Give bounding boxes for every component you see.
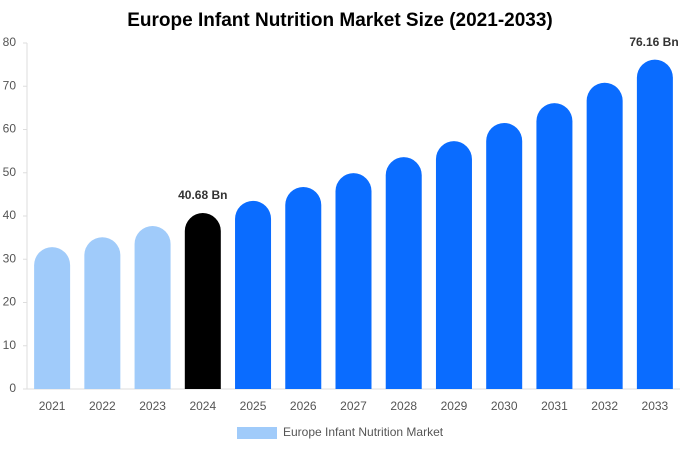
bar xyxy=(34,247,71,389)
bar xyxy=(586,82,623,389)
y-tick-label: 10 xyxy=(3,338,17,352)
bar xyxy=(285,187,322,389)
x-tick-label: 2031 xyxy=(541,399,568,413)
legend-swatch xyxy=(237,427,277,439)
y-tick-label: 20 xyxy=(3,295,17,309)
x-tick-label: 2024 xyxy=(189,399,216,413)
x-tick-label: 2026 xyxy=(290,399,317,413)
bar xyxy=(84,237,121,389)
x-tick-label: 2033 xyxy=(642,399,669,413)
bar xyxy=(134,225,171,389)
bar xyxy=(536,103,573,390)
bar xyxy=(385,157,422,389)
y-tick-label: 60 xyxy=(3,122,17,136)
bar xyxy=(235,200,272,389)
chart-title: Europe Infant Nutrition Market Size (202… xyxy=(127,10,553,31)
x-tick-label: 2025 xyxy=(240,399,267,413)
x-tick-label: 2032 xyxy=(591,399,618,413)
legend-label: Europe Infant Nutrition Market xyxy=(283,425,444,439)
x-tick-label: 2029 xyxy=(441,399,468,413)
bar xyxy=(184,213,221,389)
x-tick-label: 2023 xyxy=(139,399,166,413)
bar xyxy=(486,123,523,389)
x-tick-label: 2028 xyxy=(390,399,417,413)
y-tick-label: 40 xyxy=(3,208,17,222)
y-tick-label: 70 xyxy=(3,78,17,92)
x-tick-label: 2027 xyxy=(340,399,367,413)
bar xyxy=(636,59,673,390)
y-tick-label: 30 xyxy=(3,251,17,265)
value-label: 40.68 Bn xyxy=(178,188,227,202)
x-tick-label: 2021 xyxy=(39,399,66,413)
bar xyxy=(435,141,472,389)
x-tick-label: 2030 xyxy=(491,399,518,413)
bar xyxy=(335,173,372,389)
x-tick-label: 2022 xyxy=(89,399,116,413)
value-label: 76.16 Bn xyxy=(629,35,678,49)
y-tick-label: 80 xyxy=(3,35,17,49)
y-tick-label: 0 xyxy=(9,381,16,395)
y-tick-label: 50 xyxy=(3,165,17,179)
